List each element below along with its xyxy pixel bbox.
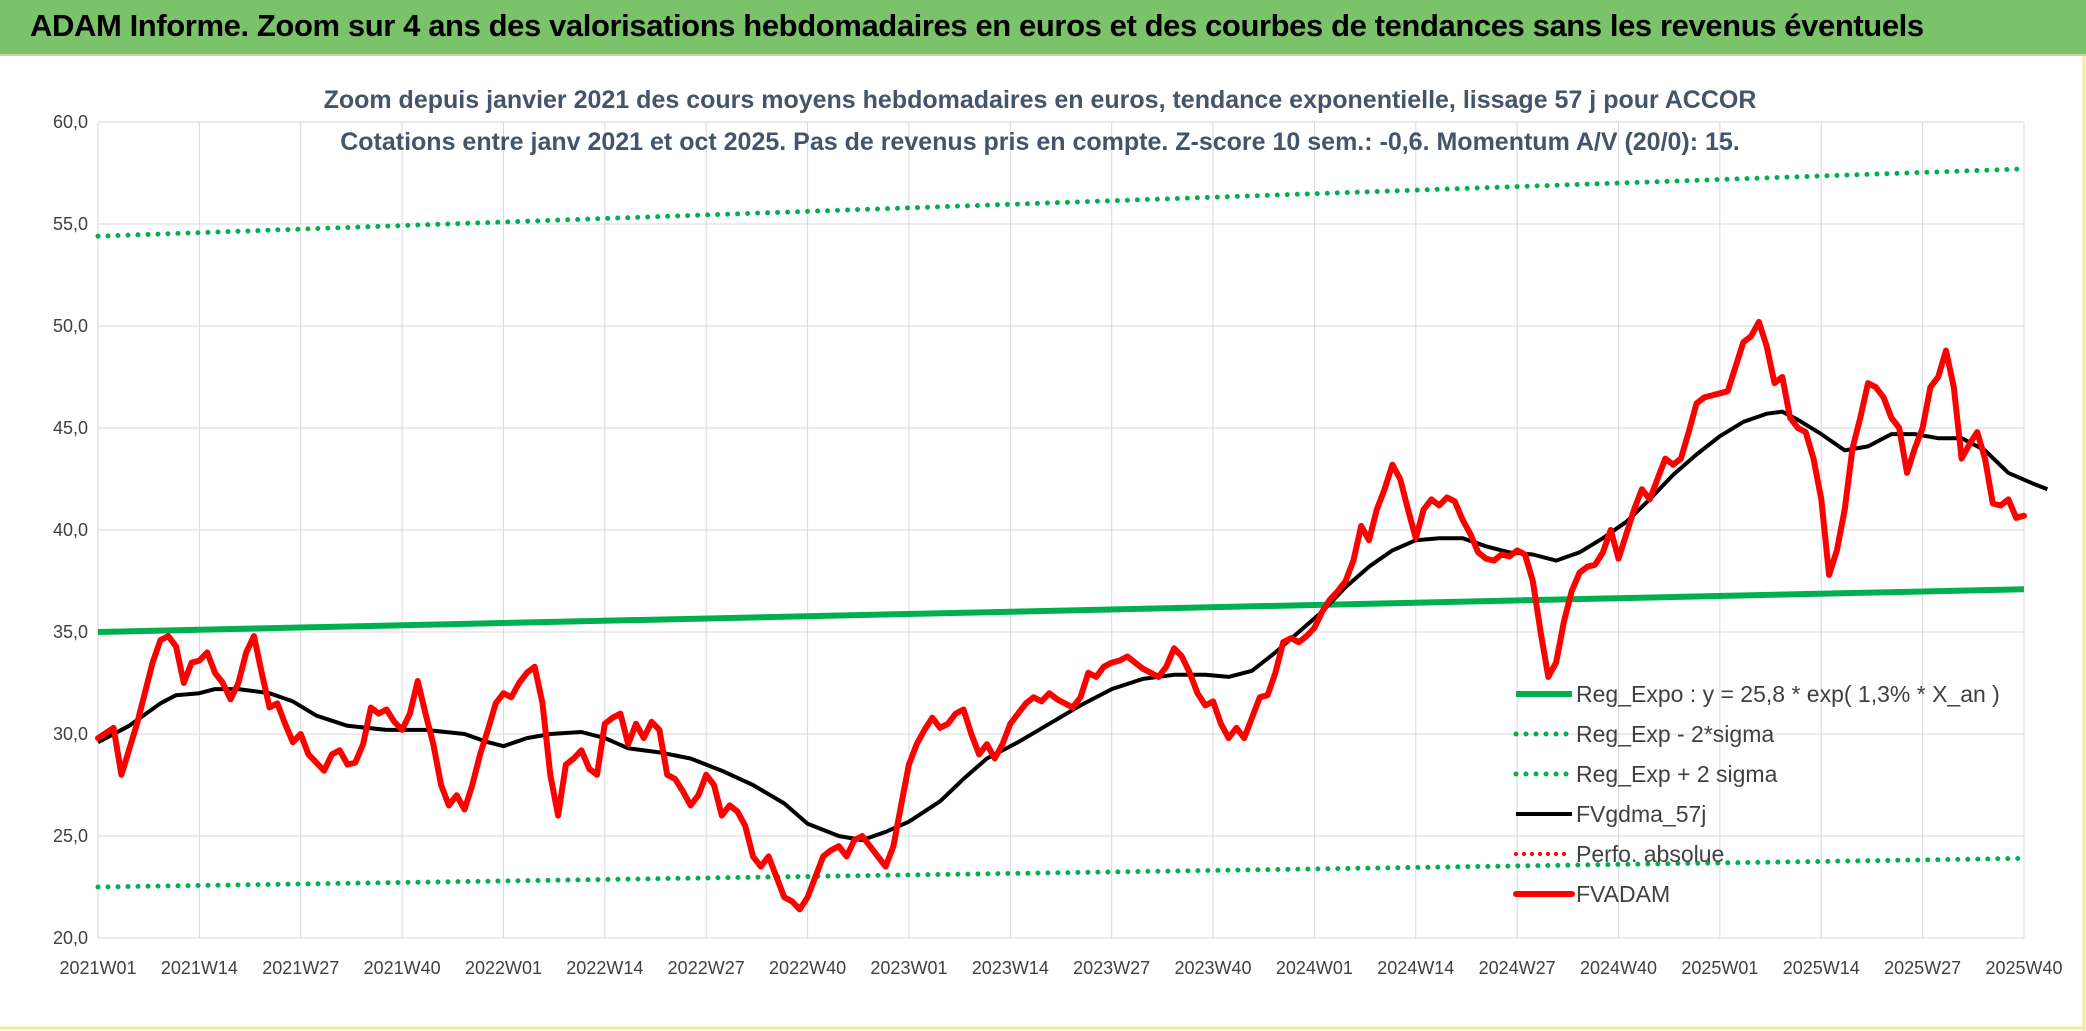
x-axis-ticks: 2021W01 2021W14 2021W27 2021W40 2022W01 2022W… [59, 958, 2062, 978]
x-tick-label: 2024W14 [1377, 958, 1454, 978]
y-tick-label: 55,0 [53, 214, 88, 234]
x-tick-label: 2021W27 [262, 958, 339, 978]
legend-label: Reg_Exp - 2*sigma [1576, 721, 1774, 747]
legend-label: Perfo. absolue [1576, 841, 1724, 867]
upper-band-line [95, 166, 2027, 239]
y-tick-label: 60,0 [53, 112, 88, 132]
y-tick-label: 45,0 [53, 418, 88, 438]
x-tick-label: 2025W14 [1783, 958, 1860, 978]
x-tick-label: 2023W27 [1073, 958, 1150, 978]
report-header: ADAM Informe. Zoom sur 4 ans des valoris… [0, 0, 2086, 57]
y-tick-label: 40,0 [53, 520, 88, 540]
x-tick-label: 2024W40 [1580, 958, 1657, 978]
x-tick-label: 2024W27 [1479, 958, 1556, 978]
fvadam-line [95, 318, 2027, 913]
grid [97, 121, 2025, 939]
y-tick-label: 25,0 [53, 826, 88, 846]
legend-label: FVgdma_57j [1576, 801, 1706, 827]
x-tick-label: 2022W14 [566, 958, 643, 978]
x-tick-label: 2023W14 [972, 958, 1049, 978]
lower-band-line [95, 855, 2027, 890]
legend: Reg_Expo : y = 25,8 * exp( 1,3% * X_an )… [1513, 681, 2000, 907]
x-tick-label: 2023W01 [870, 958, 947, 978]
x-tick-label: 2025W40 [1985, 958, 2062, 978]
chart-title-line-2: Cotations entre janv 2021 et oct 2025. P… [340, 128, 1740, 156]
y-tick-label: 20,0 [53, 928, 88, 948]
x-tick-label: 2021W40 [364, 958, 441, 978]
y-tick-label: 50,0 [53, 316, 88, 336]
legend-label: Reg_Exp + 2 sigma [1576, 761, 1778, 787]
series [95, 166, 2049, 913]
x-tick-label: 2025W27 [1884, 958, 1961, 978]
chart-title-line-1: Zoom depuis janvier 2021 des cours moyen… [324, 86, 1757, 114]
x-tick-label: 2021W14 [161, 958, 238, 978]
y-tick-label: 35,0 [53, 622, 88, 642]
y-axis-ticks: 20,0 25,0 30,0 35,0 40,0 45,0 50,0 55,0 60,0 [53, 112, 88, 948]
x-tick-label: 2022W40 [769, 958, 846, 978]
report-title: ADAM Informe. Zoom sur 4 ans des valoris… [30, 8, 1924, 43]
x-tick-label: 2021W01 [59, 958, 136, 978]
x-tick-label: 2023W40 [1175, 958, 1252, 978]
x-tick-label: 2022W27 [668, 958, 745, 978]
legend-label: Reg_Expo : y = 25,8 * exp( 1,3% * X_an ) [1576, 681, 2000, 707]
x-tick-label: 2025W01 [1681, 958, 1758, 978]
chart-background [0, 56, 2086, 1031]
x-tick-label: 2022W01 [465, 958, 542, 978]
regression-line [97, 586, 2025, 635]
legend-label: FVADAM [1576, 881, 1670, 907]
x-tick-label: 2024W01 [1276, 958, 1353, 978]
y-tick-label: 30,0 [53, 724, 88, 744]
